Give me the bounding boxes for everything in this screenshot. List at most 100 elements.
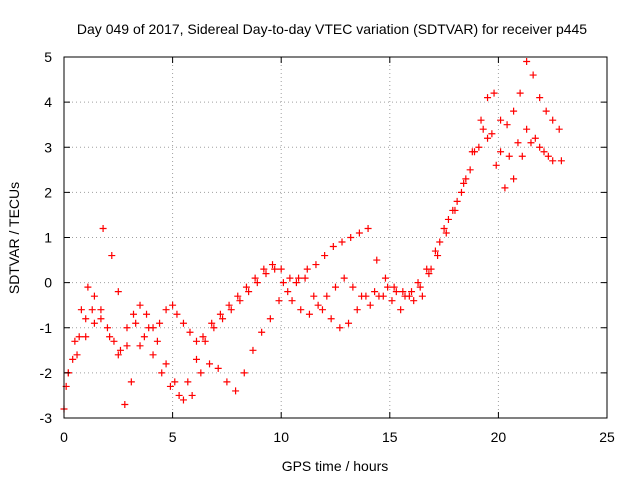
data-point <box>192 337 200 345</box>
data-point <box>90 292 98 300</box>
data-point <box>88 306 96 314</box>
y-tick-label: -1 <box>40 320 53 336</box>
data-point <box>236 297 244 305</box>
data-point <box>269 261 277 269</box>
data-point <box>440 224 448 232</box>
x-tick-label: 10 <box>273 429 289 445</box>
data-point <box>108 252 116 260</box>
data-point <box>388 297 396 305</box>
data-point <box>542 107 550 115</box>
data-point <box>327 315 335 323</box>
data-point <box>514 139 522 147</box>
y-tick-label: -3 <box>40 410 53 426</box>
data-point <box>318 306 326 314</box>
data-point <box>492 161 500 169</box>
data-point <box>366 301 374 309</box>
data-point <box>153 337 161 345</box>
data-point <box>132 319 140 327</box>
data-point <box>529 71 537 79</box>
data-point <box>162 306 170 314</box>
data-point <box>336 324 344 332</box>
data-point <box>97 315 105 323</box>
data-point <box>338 238 346 246</box>
data-point <box>345 319 353 327</box>
chart-title: Day 049 of 2017, Sidereal Day-to-day VTE… <box>77 21 587 37</box>
data-series <box>60 58 565 413</box>
data-point <box>251 274 259 282</box>
data-point <box>288 297 296 305</box>
data-point <box>169 301 177 309</box>
data-point <box>505 152 513 160</box>
data-point <box>418 292 426 300</box>
data-point <box>329 243 337 251</box>
data-point <box>479 125 487 133</box>
data-point <box>197 369 205 377</box>
data-point <box>518 152 526 160</box>
data-point <box>484 134 492 142</box>
data-point <box>381 274 389 282</box>
data-point <box>510 107 518 115</box>
data-point <box>266 315 274 323</box>
data-point <box>405 292 413 300</box>
y-tick-label: 4 <box>44 94 52 110</box>
data-point <box>158 369 166 377</box>
data-point <box>531 134 539 142</box>
data-point <box>216 310 224 318</box>
data-point <box>188 391 196 399</box>
data-point <box>444 215 452 223</box>
data-point <box>242 283 250 291</box>
gridlines <box>64 57 607 418</box>
data-point <box>97 306 105 314</box>
data-point <box>130 310 138 318</box>
data-point <box>392 288 400 296</box>
y-tick-label: 1 <box>44 230 52 246</box>
data-point <box>449 206 457 214</box>
data-point <box>253 279 261 287</box>
data-point <box>431 247 439 255</box>
series-track-b <box>62 125 565 399</box>
data-point <box>362 292 370 300</box>
data-point <box>321 252 329 260</box>
data-point <box>71 337 79 345</box>
data-point <box>69 355 77 363</box>
data-point <box>471 148 479 156</box>
data-point <box>544 152 552 160</box>
axis-ticks: 0 5 10 15 20 25 -3 -2 -1 0 1 2 3 4 5 <box>40 49 615 445</box>
x-tick-label: 15 <box>382 429 398 445</box>
x-tick-label: 5 <box>169 429 177 445</box>
data-point <box>477 116 485 124</box>
data-point <box>347 234 355 241</box>
data-point <box>408 288 416 296</box>
data-point <box>127 378 135 386</box>
data-point <box>149 351 157 359</box>
data-point <box>114 351 122 359</box>
data-point <box>219 315 227 323</box>
data-point <box>453 197 461 205</box>
data-point <box>373 256 381 264</box>
data-point <box>490 89 498 97</box>
data-point <box>527 139 535 147</box>
data-point <box>123 342 131 350</box>
data-point <box>323 292 331 300</box>
data-point <box>305 310 313 318</box>
data-point <box>397 306 405 314</box>
y-axis-label: SDTVAR / TECUs <box>6 182 22 294</box>
data-point <box>536 143 544 151</box>
data-point <box>232 387 240 395</box>
data-point <box>214 364 222 372</box>
data-point <box>557 157 565 165</box>
data-point <box>199 333 207 341</box>
data-point <box>106 333 114 341</box>
data-point <box>503 121 511 129</box>
data-point <box>186 328 194 336</box>
data-point <box>436 238 444 246</box>
data-point <box>536 94 544 102</box>
data-point <box>475 143 483 151</box>
x-tick-label: 20 <box>491 429 507 445</box>
data-point <box>416 283 424 291</box>
data-point <box>497 116 505 124</box>
data-point <box>99 224 107 232</box>
data-point <box>116 346 124 354</box>
data-point <box>488 130 496 138</box>
y-tick-label: 0 <box>44 275 52 291</box>
